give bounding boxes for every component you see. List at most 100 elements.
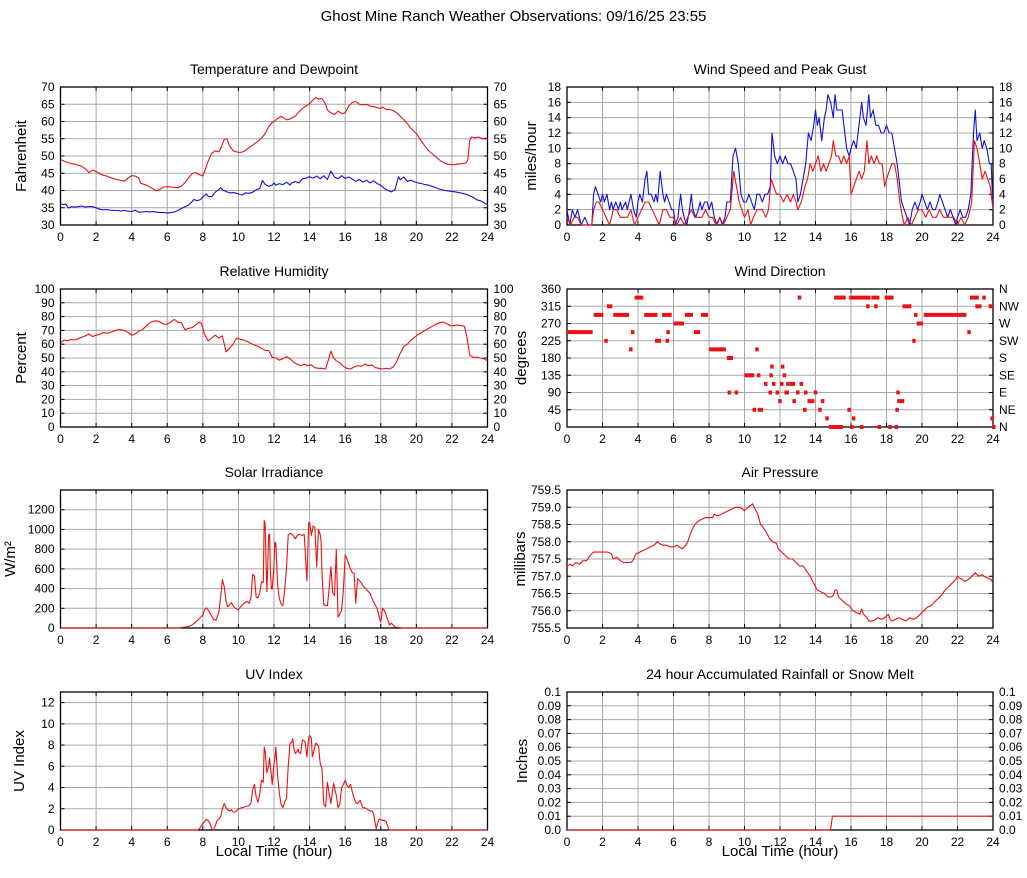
svg-text:759.5: 759.5: [531, 483, 561, 497]
svg-text:4: 4: [635, 835, 642, 849]
svg-text:0: 0: [999, 218, 1006, 232]
svg-text:45: 45: [41, 166, 55, 180]
svg-text:6: 6: [554, 172, 561, 186]
svg-text:14: 14: [303, 432, 317, 446]
svg-text:65: 65: [494, 97, 508, 111]
svg-text:100: 100: [34, 282, 54, 296]
svg-text:20: 20: [410, 230, 424, 244]
svg-text:4: 4: [635, 432, 642, 446]
svg-text:8: 8: [706, 432, 713, 446]
svg-text:80: 80: [41, 310, 55, 324]
svg-text:0.0: 0.0: [999, 823, 1016, 837]
svg-text:0.06: 0.06: [999, 740, 1023, 754]
svg-text:8: 8: [554, 157, 561, 171]
svg-text:Percent: Percent: [13, 331, 30, 384]
svg-text:NE: NE: [999, 403, 1016, 417]
svg-text:0.03: 0.03: [999, 782, 1023, 796]
svg-text:20: 20: [915, 835, 929, 849]
svg-text:12: 12: [41, 696, 55, 710]
svg-text:0.09: 0.09: [999, 699, 1023, 713]
svg-text:0.09: 0.09: [538, 699, 562, 713]
svg-text:756.5: 756.5: [531, 587, 561, 601]
svg-text:800: 800: [34, 542, 54, 556]
svg-text:55: 55: [41, 132, 55, 146]
svg-text:8: 8: [48, 738, 55, 752]
svg-text:0.08: 0.08: [999, 713, 1023, 727]
svg-text:200: 200: [34, 601, 54, 615]
svg-text:45: 45: [548, 403, 562, 417]
svg-text:22: 22: [445, 230, 459, 244]
svg-text:0.05: 0.05: [999, 754, 1023, 768]
svg-text:0.08: 0.08: [538, 713, 562, 727]
svg-text:W: W: [999, 317, 1011, 331]
svg-text:22: 22: [951, 230, 965, 244]
svg-text:10: 10: [738, 230, 752, 244]
svg-text:22: 22: [951, 432, 965, 446]
svg-text:10: 10: [41, 717, 55, 731]
svg-text:10: 10: [232, 835, 246, 849]
svg-text:2: 2: [48, 802, 55, 816]
svg-text:10: 10: [232, 230, 246, 244]
svg-text:8: 8: [199, 633, 206, 647]
svg-text:0: 0: [564, 633, 571, 647]
svg-text:6: 6: [670, 230, 677, 244]
svg-text:90: 90: [494, 296, 508, 310]
svg-text:W/m²: W/m²: [2, 541, 19, 577]
svg-text:0: 0: [48, 621, 55, 635]
svg-text:16: 16: [338, 432, 352, 446]
svg-text:16: 16: [844, 835, 858, 849]
svg-text:35: 35: [494, 201, 508, 215]
svg-text:6: 6: [999, 172, 1006, 186]
svg-text:6: 6: [670, 432, 677, 446]
svg-text:0.03: 0.03: [538, 782, 562, 796]
air-pressure-plot: 0 2 4 6 8 10 12 14 16 18 20 22 24755.5756.0756.5757.…: [514, 483, 1000, 647]
rainfall-plot: 0 2 4 6 8 10 12 14 16 18 20 22 240.0 0.00.01 0.010.02 0…: [514, 685, 1023, 849]
svg-text:0: 0: [554, 218, 561, 232]
svg-text:0.02: 0.02: [538, 795, 562, 809]
svg-text:8: 8: [199, 230, 206, 244]
svg-text:12: 12: [267, 633, 281, 647]
svg-text:0.1: 0.1: [999, 685, 1016, 699]
svg-text:12: 12: [999, 126, 1013, 140]
svg-text:24: 24: [986, 835, 1000, 849]
page-title: Ghost Mine Ranch Weather Observations: 0…: [320, 8, 707, 25]
svg-text:14: 14: [303, 835, 317, 849]
svg-text:2: 2: [599, 835, 606, 849]
svg-text:24: 24: [481, 432, 495, 446]
svg-text:6: 6: [164, 230, 171, 244]
svg-text:70: 70: [41, 323, 55, 337]
chart-title-relative-humidity: Relative Humidity: [219, 263, 329, 279]
svg-text:miles/hour: miles/hour: [523, 121, 540, 190]
svg-text:0: 0: [57, 432, 64, 446]
svg-text:degrees: degrees: [514, 331, 530, 385]
svg-text:0.01: 0.01: [999, 809, 1023, 823]
chart-title-wind-direction: Wind Direction: [734, 263, 826, 279]
svg-text:2: 2: [93, 633, 100, 647]
svg-text:10: 10: [494, 406, 508, 420]
svg-text:270: 270: [541, 317, 561, 331]
svg-text:90: 90: [41, 296, 55, 310]
svg-text:14: 14: [809, 230, 823, 244]
svg-text:20: 20: [410, 432, 424, 446]
svg-text:0: 0: [48, 420, 55, 434]
svg-text:18: 18: [374, 230, 388, 244]
svg-text:0.02: 0.02: [999, 795, 1023, 809]
svg-text:0: 0: [48, 823, 55, 837]
svg-text:N: N: [999, 420, 1008, 434]
svg-text:755.5: 755.5: [531, 621, 561, 635]
svg-text:4: 4: [48, 781, 55, 795]
svg-text:22: 22: [951, 835, 965, 849]
svg-text:16: 16: [338, 230, 352, 244]
svg-text:2: 2: [599, 633, 606, 647]
svg-text:2: 2: [93, 835, 100, 849]
svg-text:0.1: 0.1: [544, 685, 561, 699]
svg-text:0.07: 0.07: [538, 726, 562, 740]
svg-text:758.0: 758.0: [531, 535, 561, 549]
svg-text:16: 16: [338, 835, 352, 849]
chart-title-wind-speed-gust: Wind Speed and Peak Gust: [693, 61, 867, 77]
svg-text:360: 360: [541, 282, 561, 296]
svg-text:18: 18: [548, 80, 562, 94]
svg-text:14: 14: [999, 111, 1013, 125]
